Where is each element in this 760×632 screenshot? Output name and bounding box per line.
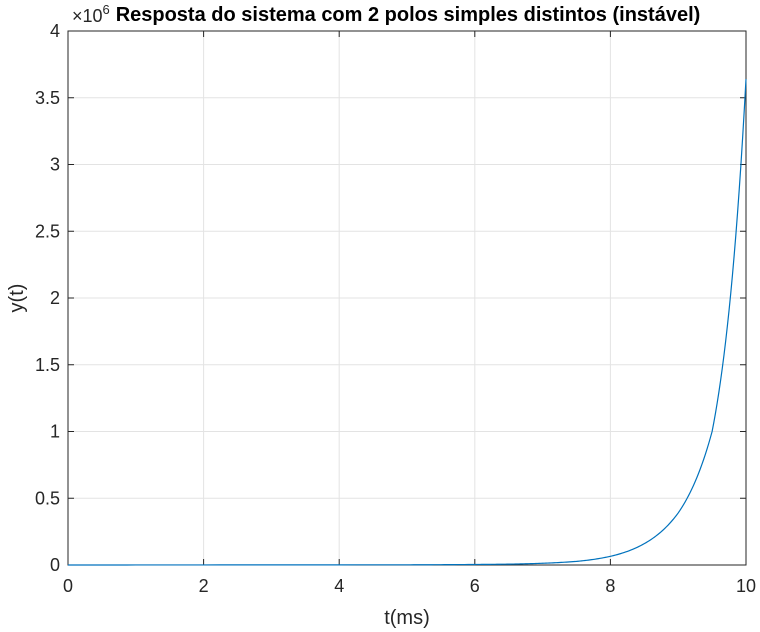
y-exponent-power: 6 (103, 2, 110, 17)
y-tick-label: 1.5 (35, 355, 60, 375)
y-tick-label: 0 (50, 555, 60, 575)
x-tick-labels: 0 2 4 6 8 10 (63, 576, 756, 596)
y-tick-label: 2.5 (35, 221, 60, 241)
x-axis-label: t(ms) (384, 607, 430, 629)
y-axis-label: y(t) (6, 284, 28, 313)
y-tick-labels: 0 0.5 1 1.5 2 2.5 3 3.5 4 (35, 21, 60, 575)
x-tick-label: 10 (736, 576, 756, 596)
chart-title: Resposta do sistema com 2 polos simples … (116, 4, 701, 26)
y-tick-label: 3 (50, 155, 60, 175)
x-tick-label: 8 (605, 576, 615, 596)
x-tick-label: 2 (199, 576, 209, 596)
x-tick-label: 0 (63, 576, 73, 596)
y-tick-label: 3.5 (35, 88, 60, 108)
y-exponent-base: ×10 (72, 6, 103, 26)
x-tick-label: 4 (334, 576, 344, 596)
x-tick-label: 6 (470, 576, 480, 596)
grid (67, 30, 747, 566)
y-tick-label: 0.5 (35, 488, 60, 508)
y-tick-label: 2 (50, 288, 60, 308)
series-line (67, 79, 747, 566)
y-tick-label: 4 (50, 21, 60, 41)
y-tick-label: 1 (50, 422, 60, 442)
y-exponent: ×106 (72, 2, 110, 26)
